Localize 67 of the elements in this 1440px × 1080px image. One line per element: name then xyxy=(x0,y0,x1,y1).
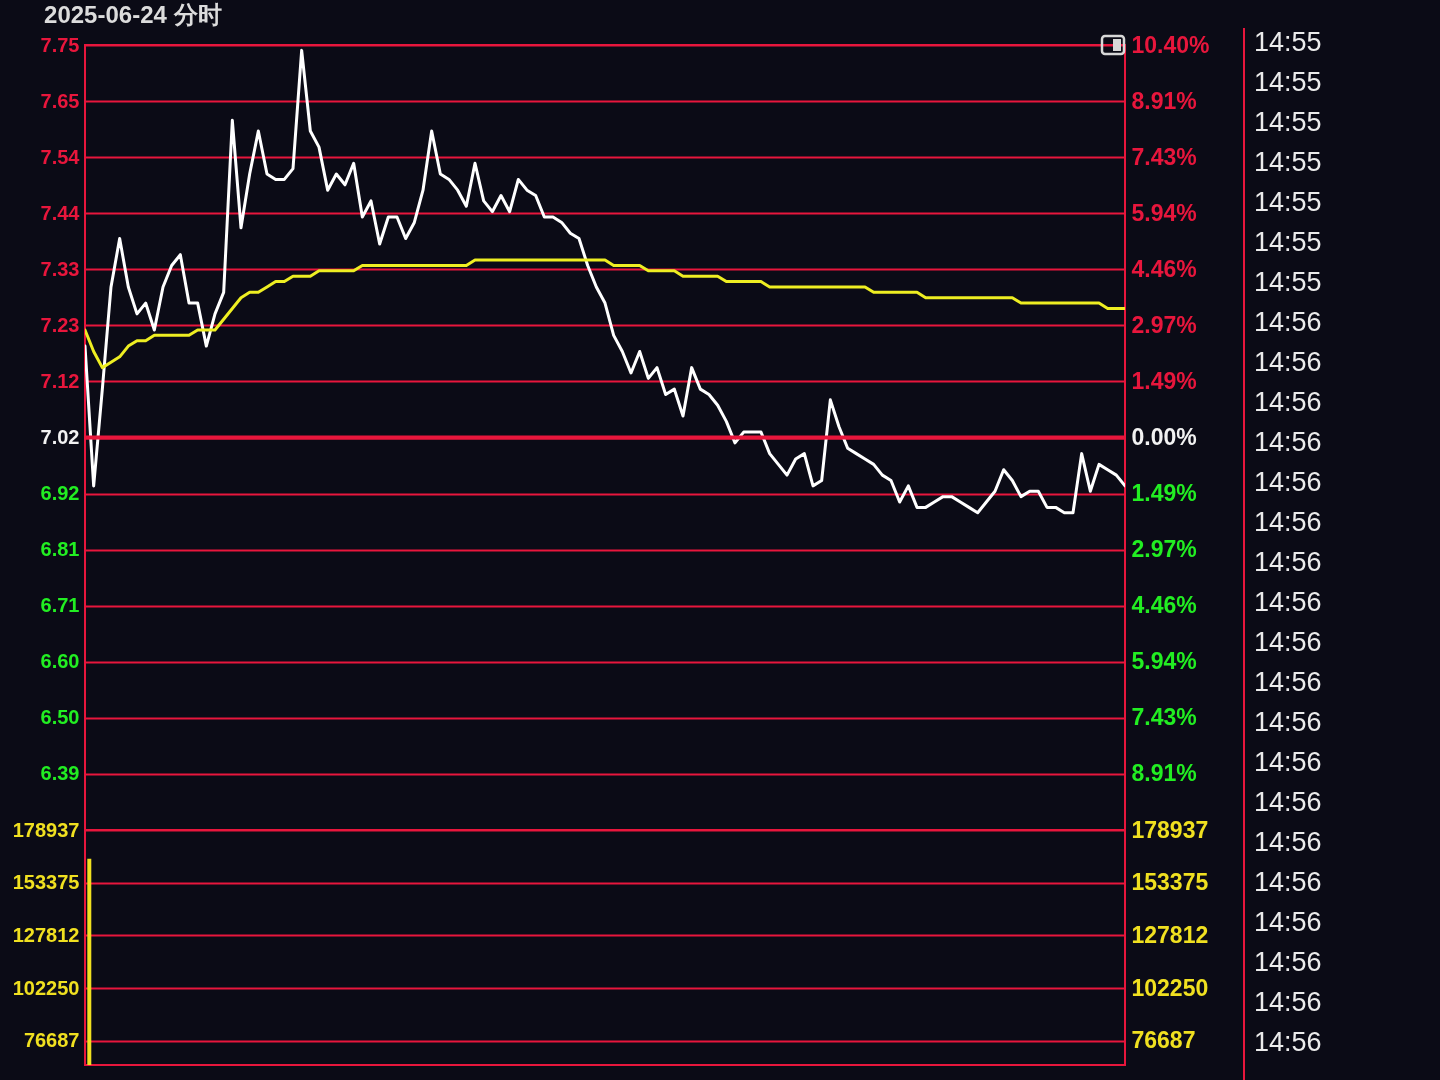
y-tick-label: 7.65 xyxy=(40,89,80,112)
y2-tick-label: 8.91% xyxy=(1131,760,1197,787)
y2-tick-label: 8.91% xyxy=(1131,87,1197,114)
text: 14:56 xyxy=(1254,586,1322,619)
y-tick-label: 76687 xyxy=(23,1029,80,1052)
text: 14:56 xyxy=(1254,506,1322,539)
y-tick-label: 6.92 xyxy=(40,482,80,505)
y2-tick-label: 0.00% xyxy=(1131,424,1197,450)
text: 14:56 xyxy=(1254,546,1322,579)
y2-tick-label: 127812 xyxy=(1131,921,1209,948)
y2-tick-label: 76687 xyxy=(1131,1027,1196,1054)
y2-tick-label: 4.46% xyxy=(1131,592,1197,619)
y2-tick-label: 5.94% xyxy=(1131,648,1197,675)
text: 14:55 xyxy=(1254,26,1322,59)
y-tick-label: 6.50 xyxy=(40,706,80,729)
text: 14:55 xyxy=(1254,226,1322,259)
y2-tick-label: 1.49% xyxy=(1131,480,1197,507)
text: 14:56 xyxy=(1254,746,1322,779)
y-tick-label: 7.75 xyxy=(40,33,80,56)
text: 14:55 xyxy=(1254,186,1322,219)
line-series xyxy=(85,48,1125,515)
y-tick-label: 7.44 xyxy=(40,201,81,224)
text: 14:55 xyxy=(1254,66,1322,99)
text: 14:55 xyxy=(1254,106,1322,139)
y-tick-label: 6.81 xyxy=(40,538,80,561)
y2-tick-label: 102250 xyxy=(1131,974,1209,1001)
text: 14:56 xyxy=(1254,466,1322,499)
chart-title: 2025-06-24 分时 xyxy=(44,1,222,28)
y-tick-label: 7.33 xyxy=(40,257,80,280)
text: 14:55 xyxy=(1254,266,1322,299)
text: 14:55 xyxy=(1254,146,1322,179)
y-tick-label: 7.54 xyxy=(40,145,81,168)
y2-tick-label: 10.40% xyxy=(1131,31,1210,58)
y2-tick-label: 7.43% xyxy=(1131,143,1197,170)
text: 14:56 xyxy=(1254,986,1322,1019)
y2-tick-label: 2.97% xyxy=(1131,536,1197,563)
y2-tick-label: 5.94% xyxy=(1131,199,1197,226)
y2-tick-label: 7.43% xyxy=(1131,704,1197,731)
text: 14:56 xyxy=(1254,426,1322,459)
text: 14:56 xyxy=(1254,866,1322,899)
y-tick-label: 102250 xyxy=(12,976,80,999)
text: 14:56 xyxy=(1254,306,1322,339)
line-series xyxy=(85,258,1125,370)
y2-tick-label: 1.49% xyxy=(1131,367,1197,394)
text: 14:56 xyxy=(1254,1026,1322,1059)
text: 14:56 xyxy=(1254,666,1322,699)
text: 14:56 xyxy=(1254,946,1322,979)
text: 14:56 xyxy=(1254,346,1322,379)
y2-tick-label: 178937 xyxy=(1131,816,1209,843)
y-tick-label: 7.02 xyxy=(40,426,80,448)
y2-tick-label: 153375 xyxy=(1131,869,1209,896)
text: 14:56 xyxy=(1254,706,1322,739)
y-tick-label: 127812 xyxy=(12,923,80,946)
y-tick-label: 7.12 xyxy=(40,369,80,392)
y2-tick-label: 4.46% xyxy=(1131,255,1197,282)
y-tick-label: 7.23 xyxy=(40,313,80,336)
text: 14:56 xyxy=(1254,906,1322,939)
y-tick-label: 6.60 xyxy=(40,650,80,673)
text: 14:56 xyxy=(1254,386,1322,419)
y-tick-label: 178937 xyxy=(12,818,80,841)
y-tick-label: 6.71 xyxy=(40,594,80,617)
text: 14:56 xyxy=(1254,626,1322,659)
y-tick-label: 153375 xyxy=(12,871,80,894)
y2-tick-label: 2.97% xyxy=(1131,311,1197,338)
text: 14:56 xyxy=(1254,826,1322,859)
y-tick-label: 6.39 xyxy=(40,762,80,785)
text: 14:56 xyxy=(1254,786,1322,819)
